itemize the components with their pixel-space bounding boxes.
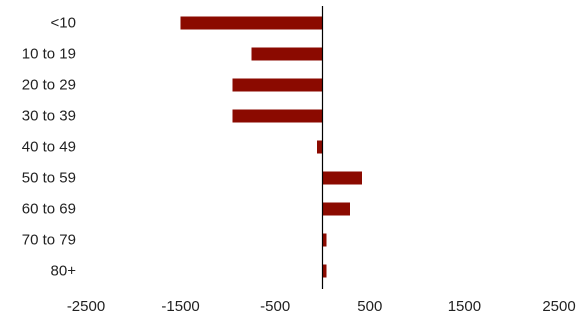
bar-5: [322, 171, 363, 185]
category-label-6: 60 to 69: [22, 201, 76, 218]
category-label-7: 70 to 79: [22, 232, 76, 249]
category-label-2: 20 to 29: [22, 77, 76, 94]
x-tick-label-3: 500: [357, 298, 382, 315]
category-label-0: <10: [51, 15, 76, 32]
category-label-5: 50 to 59: [22, 170, 76, 187]
category-label-8: 80+: [51, 263, 77, 280]
bar-1: [251, 47, 323, 61]
x-tick-labels: -2500 -1500 -500 500 1500 2500: [67, 298, 576, 315]
category-label-1: 10 to 19: [22, 46, 76, 63]
bar-6: [322, 202, 350, 216]
category-label-3: 30 to 39: [22, 108, 76, 125]
bar-0: [180, 16, 323, 30]
bar-3: [232, 109, 323, 123]
x-tick-label-0: -2500: [67, 298, 105, 315]
x-tick-label-5: 2500: [542, 298, 575, 315]
x-tick-label-2: -500: [260, 298, 290, 315]
x-tick-label-4: 1500: [448, 298, 481, 315]
category-labels: <10 10 to 19 20 to 29 30 to 39 40 to 49 50 to…: [22, 15, 76, 280]
bars-group: [180, 16, 363, 278]
bar-7: [322, 233, 327, 247]
x-tick-label-1: -1500: [161, 298, 199, 315]
category-label-4: 40 to 49: [22, 139, 76, 156]
bar-8: [322, 264, 327, 278]
bar-4: [316, 140, 323, 154]
bar-2: [232, 78, 323, 92]
